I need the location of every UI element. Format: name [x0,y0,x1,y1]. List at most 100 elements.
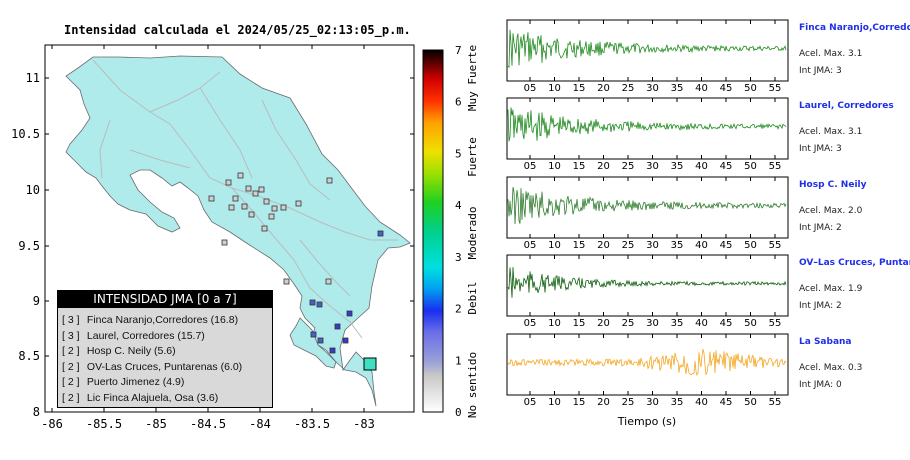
legend-item: [ 2 ] Lic Finca Alajuela, Osa (3.6) [62,391,272,407]
trace-x-tick-label: 25 [622,318,635,329]
legend-item-label: Lic Finca Alajuela, Osa (3.6) [84,391,219,404]
trace-x-tick-label: 15 [573,397,586,408]
trace-x-tick-label: 50 [744,161,757,172]
legend-item-label: Puerto Jimenez (4.9) [84,376,185,389]
legend-item: [ 3 ] Finca Naranjo,Corredores (16.8) [62,313,272,329]
map-y-tick-label: 9.5 [18,239,40,253]
trace-x-tick-label: 15 [573,83,586,94]
trace-x-tick-label: 35 [671,240,684,251]
trace-x-tick-label: 55 [769,397,782,408]
map-y-tick-label: 9 [33,294,40,308]
legend-item-intensity: [ 2 ] [62,345,80,358]
map-y-tick-label: 10.5 [11,127,40,141]
trace-x-tick-label: 10 [548,240,561,251]
legend-item-intensity: [ 2 ] [62,391,80,404]
trace-x-tick-label: 50 [744,397,757,408]
station-jma-intensity: Int JMA: 3 [799,66,842,76]
station-max-accel: Acel. Max. 1.9 [799,284,863,294]
trace-x-tick-label: 05 [524,240,537,251]
trace-x-tick-label: 40 [695,240,708,251]
station-name: OV–Las Cruces, Puntar [799,258,910,268]
station-name: Finca Naranjo,Corredor [799,23,910,33]
map-y-tick-label: 11 [26,71,40,85]
seismogram-panel [506,176,789,239]
colorbar-tick-label: 0 [455,406,462,419]
costa-rica-land [65,55,411,407]
colorbar-level-label: Debil [466,281,479,314]
trace-x-tick-label: 25 [622,397,635,408]
trace-x-tick-label: 20 [597,83,610,94]
station-name: Laurel, Corredores [799,101,894,111]
trace-x-tick-label: 05 [524,318,537,329]
trace-x-tick-label: 15 [573,240,586,251]
trace-x-tick-label: 45 [720,83,733,94]
trace-x-tick-label: 15 [573,318,586,329]
colorbar-tick-label: 2 [455,303,462,316]
trace-x-tick-label: 55 [769,318,782,329]
seismogram-panel [506,254,789,317]
map-x-tick-label: -83.5 [294,417,330,431]
legend-item-intensity: [ 3 ] [62,314,80,326]
map-x-tick-label: -85 [145,417,167,431]
trace-x-tick-label: 20 [597,240,610,251]
legend-item-intensity: [ 3 ] [62,329,80,342]
map-y-tick-label: 8.5 [18,349,40,363]
map-y-tick-label: 8 [33,405,40,419]
trace-x-tick-label: 50 [744,83,757,94]
map-x-tick-label: -83 [353,417,375,431]
colorbar-tick-label: 5 [455,147,462,160]
legend-item-label: OV-Las Cruces, Puntarenas (6.0) [84,360,243,373]
trace-x-tick-label: 10 [548,161,561,172]
seismogram-panel [506,19,789,82]
trace-x-tick-label: 50 [744,240,757,251]
trace-x-tick-label: 30 [646,240,659,251]
colorbar-level-label: Moderado [466,207,479,260]
trace-x-tick-label: 40 [695,397,708,408]
trace-x-tick-label: 40 [695,318,708,329]
legend-item-intensity: [ 2 ] [62,376,80,389]
trace-x-tick-label: 30 [646,318,659,329]
trace-x-tick-label: 35 [671,318,684,329]
station-max-accel: Acel. Max. 3.1 [799,127,863,137]
trace-x-tick-label: 55 [769,161,782,172]
colorbar-labels: No sentido Debil Moderado Fuerte Muy Fuerte [466,45,479,418]
station-jma-intensity: Int JMA: 2 [799,223,842,233]
trace-x-tick-label: 45 [720,240,733,251]
seismogram-trace [507,107,787,142]
trace-x-tick-label: 05 [524,397,537,408]
map-x-tick-label: -85.5 [86,417,122,431]
legend-item-label: Laurel, Corredores (15.7) [84,329,205,342]
trace-x-tick-label: 45 [720,397,733,408]
colorbar [422,49,444,413]
station-max-accel: Acel. Max. 2.0 [799,206,863,216]
trace-x-tick-label: 20 [597,397,610,408]
trace-x-tick-label: 30 [646,83,659,94]
trace-x-tick-label: 45 [720,318,733,329]
station-name: La Sabana [799,337,852,347]
legend-item: [ 2 ] Hosp C. Neily (5.6) [62,344,272,360]
trace-x-tick-label: 25 [622,240,635,251]
trace-x-tick-label: 20 [597,318,610,329]
seismogram-trace [507,349,787,376]
trace-x-tick-label: 55 [769,240,782,251]
seismogram-trace [507,29,787,69]
colorbar-ticks: 0 1 2 3 4 5 6 7 [455,44,462,419]
legend-item-label: Finca Naranjo,Corredores (16.8) [84,314,239,326]
trace-x-tick-label: 45 [720,161,733,172]
seismogram-panel [506,97,789,160]
legend-item: [ 3 ] Laurel, Corredores (15.7) [62,329,272,345]
colorbar-tick-label: 3 [455,251,462,264]
trace-x-tick-label: 15 [573,161,586,172]
legend-item-label: Hosp C. Neily (5.6) [84,345,176,358]
station-max-accel: Acel. Max. 0.3 [799,363,863,373]
trace-x-tick-label: 10 [548,83,561,94]
map-title: Intensidad calculada el 2024/05/25_02:13… [64,23,411,37]
legend-header: INTENSIDAD JMA [0 a 7] [58,291,272,308]
station-jma-intensity: Int JMA: 3 [799,144,842,154]
trace-x-tick-label: 25 [622,83,635,94]
trace-x-tick-label: 40 [695,161,708,172]
colorbar-tick-label: 4 [455,199,462,212]
map-x-tick-label: -84.5 [190,417,226,431]
legend-list: [ 3 ] Finca Naranjo,Corredores (16.8)[ 3… [58,308,272,407]
